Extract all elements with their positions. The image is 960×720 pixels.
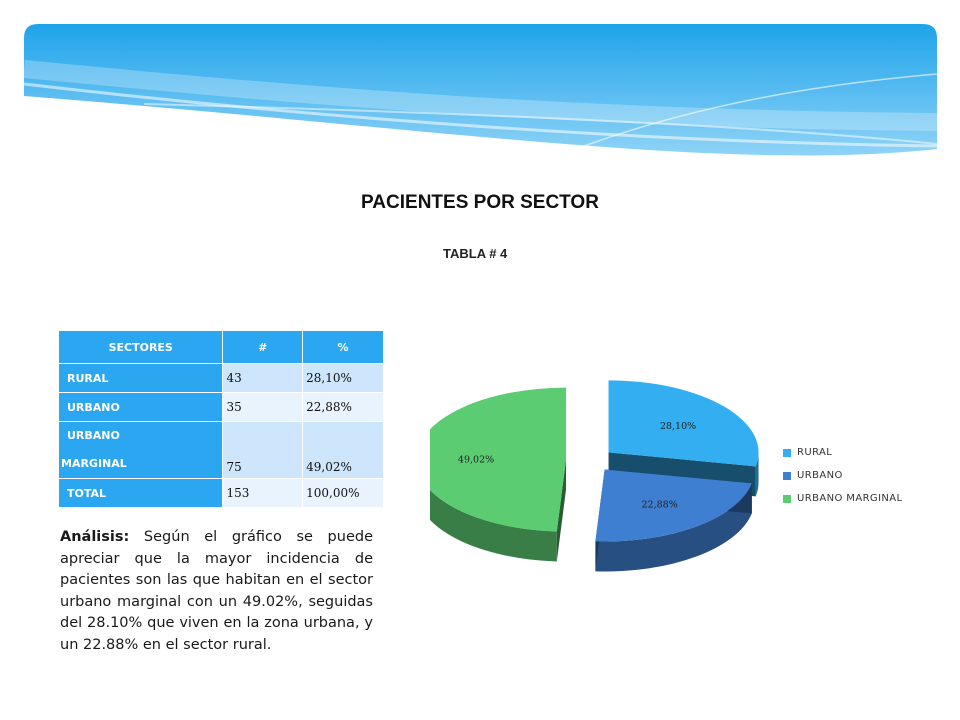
- row-label-line1: URBANO: [67, 429, 120, 442]
- legend-swatch-rural: [783, 448, 791, 457]
- row-count: 35: [222, 392, 304, 422]
- pie-data-label-urbano-marginal: 49,02%: [458, 454, 494, 465]
- table-row: TOTAL 153 100,00%: [57, 478, 384, 508]
- pie-side-rural: [755, 452, 759, 497]
- pie-side-urbano: [595, 483, 752, 572]
- row-label: RURAL: [57, 363, 224, 393]
- analysis-label: Análisis:: [60, 529, 130, 545]
- pie-chart: 28,10% 22,88% 49,02%: [430, 380, 759, 572]
- pie-data-label-rural: 28,10%: [660, 421, 696, 432]
- legend-item-urbano-marginal: URBANO MARGINAL: [783, 487, 903, 510]
- header-sectores: SECTORES: [57, 330, 224, 364]
- pie-data-label-urbano: 22,88%: [642, 500, 678, 511]
- header-percent: %: [302, 330, 384, 364]
- legend-label-urbano: URBANO: [797, 470, 843, 481]
- sector-table: SECTORES # % RURAL 43 28,10% URBANO 35 2…: [57, 330, 384, 508]
- legend-item-rural: RURAL: [783, 441, 903, 464]
- chart-legend: RURAL URBANO URBANO MARGINAL: [783, 441, 903, 510]
- page-title: PACIENTES POR SECTOR: [361, 192, 599, 213]
- legend-item-urbano: URBANO: [783, 464, 903, 487]
- row-count: 43: [222, 363, 304, 393]
- pie-slice-urbano: [595, 469, 752, 542]
- pie-side-urbano-marginal: [430, 489, 557, 562]
- legend-swatch-urbano: [783, 471, 791, 480]
- legend-label-rural: RURAL: [797, 447, 833, 458]
- row-count: 153: [222, 478, 304, 508]
- row-label: TOTAL: [57, 478, 224, 508]
- pie-slice-rural: [608, 380, 759, 467]
- table-subtitle: TABLA # 4: [443, 246, 508, 261]
- analysis-text: Según el gráfico se puede apreciar que l…: [60, 529, 373, 653]
- analysis-paragraph: Análisis: Según el gráfico se puede apre…: [60, 527, 373, 656]
- table-row: URBANO 35 22,88%: [57, 392, 384, 422]
- pie-slice-urbano-marginal: [430, 387, 567, 532]
- row-percent: 49,02%: [302, 421, 384, 479]
- row-label: URBANO MARGINAL: [57, 421, 224, 479]
- row-label: URBANO: [57, 392, 224, 422]
- header-count: #: [222, 330, 304, 364]
- row-count: 75: [222, 421, 304, 479]
- row-percent: 28,10%: [302, 363, 384, 393]
- pie-top-layer: [430, 380, 759, 542]
- pie-cut-urbano-marginal-0: [556, 459, 567, 562]
- legend-label-urbano-marginal: URBANO MARGINAL: [797, 493, 903, 504]
- row-percent: 100,00%: [302, 478, 384, 508]
- header-banner: [24, 24, 937, 156]
- table-row: RURAL 43 28,10%: [57, 363, 384, 393]
- pie-label-layer: 28,10% 22,88% 49,02%: [458, 421, 696, 511]
- table-header-row: SECTORES # %: [57, 330, 384, 364]
- legend-swatch-urbano-marginal: [783, 494, 791, 503]
- table-row: URBANO MARGINAL 75 49,02%: [57, 421, 384, 479]
- row-percent: 22,88%: [302, 392, 384, 422]
- row-label-line2: MARGINAL: [61, 457, 127, 470]
